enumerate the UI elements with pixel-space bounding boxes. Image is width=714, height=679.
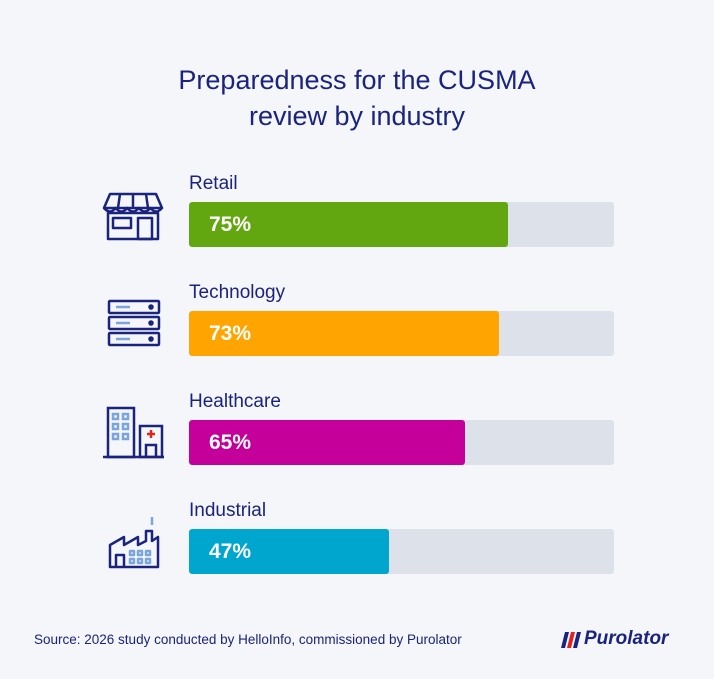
- bar-track: 73%: [189, 311, 614, 356]
- category-label: Healthcare: [189, 391, 281, 412]
- server-icon: [100, 295, 166, 351]
- bar-fill: 75%: [189, 202, 508, 247]
- bar-fill: 73%: [189, 311, 499, 356]
- chart-title-line-2: review by industry: [248, 101, 466, 131]
- chart-title-line-1: Preparedness for the CUSMA: [178, 65, 536, 95]
- bar-track: 75%: [189, 202, 614, 247]
- logo-text: Purolator: [584, 628, 669, 649]
- bar-value-label: 73%: [209, 322, 252, 345]
- category-label: Industrial: [189, 500, 267, 521]
- category-label: Retail: [189, 173, 238, 194]
- bar-fill: 65%: [189, 420, 465, 465]
- source-note: Source: 2026 study conducted by HelloInf…: [34, 632, 462, 647]
- hospital-icon: [100, 404, 166, 460]
- bar-value-label: 47%: [209, 540, 252, 563]
- bar-track: 47%: [189, 529, 614, 574]
- factory-icon: [100, 513, 166, 569]
- store-icon: [100, 186, 166, 242]
- bar-row-industrial: Industrial 47%: [0, 499, 714, 589]
- bar-row-technology: Technology 73%: [0, 281, 714, 371]
- bar-value-label: 75%: [209, 213, 252, 236]
- bar-value-label: 65%: [209, 431, 252, 454]
- bar-fill: 47%: [189, 529, 389, 574]
- purolator-stripes-icon: [561, 632, 581, 648]
- bar-track: 65%: [189, 420, 614, 465]
- bar-row-healthcare: Healthcare 65%: [0, 390, 714, 480]
- chart-title: Preparedness for the CUSMA review by ind…: [0, 62, 714, 134]
- bar-row-retail: Retail 75%: [0, 172, 714, 262]
- purolator-logo: Purolator: [560, 626, 685, 654]
- category-label: Technology: [189, 282, 286, 303]
